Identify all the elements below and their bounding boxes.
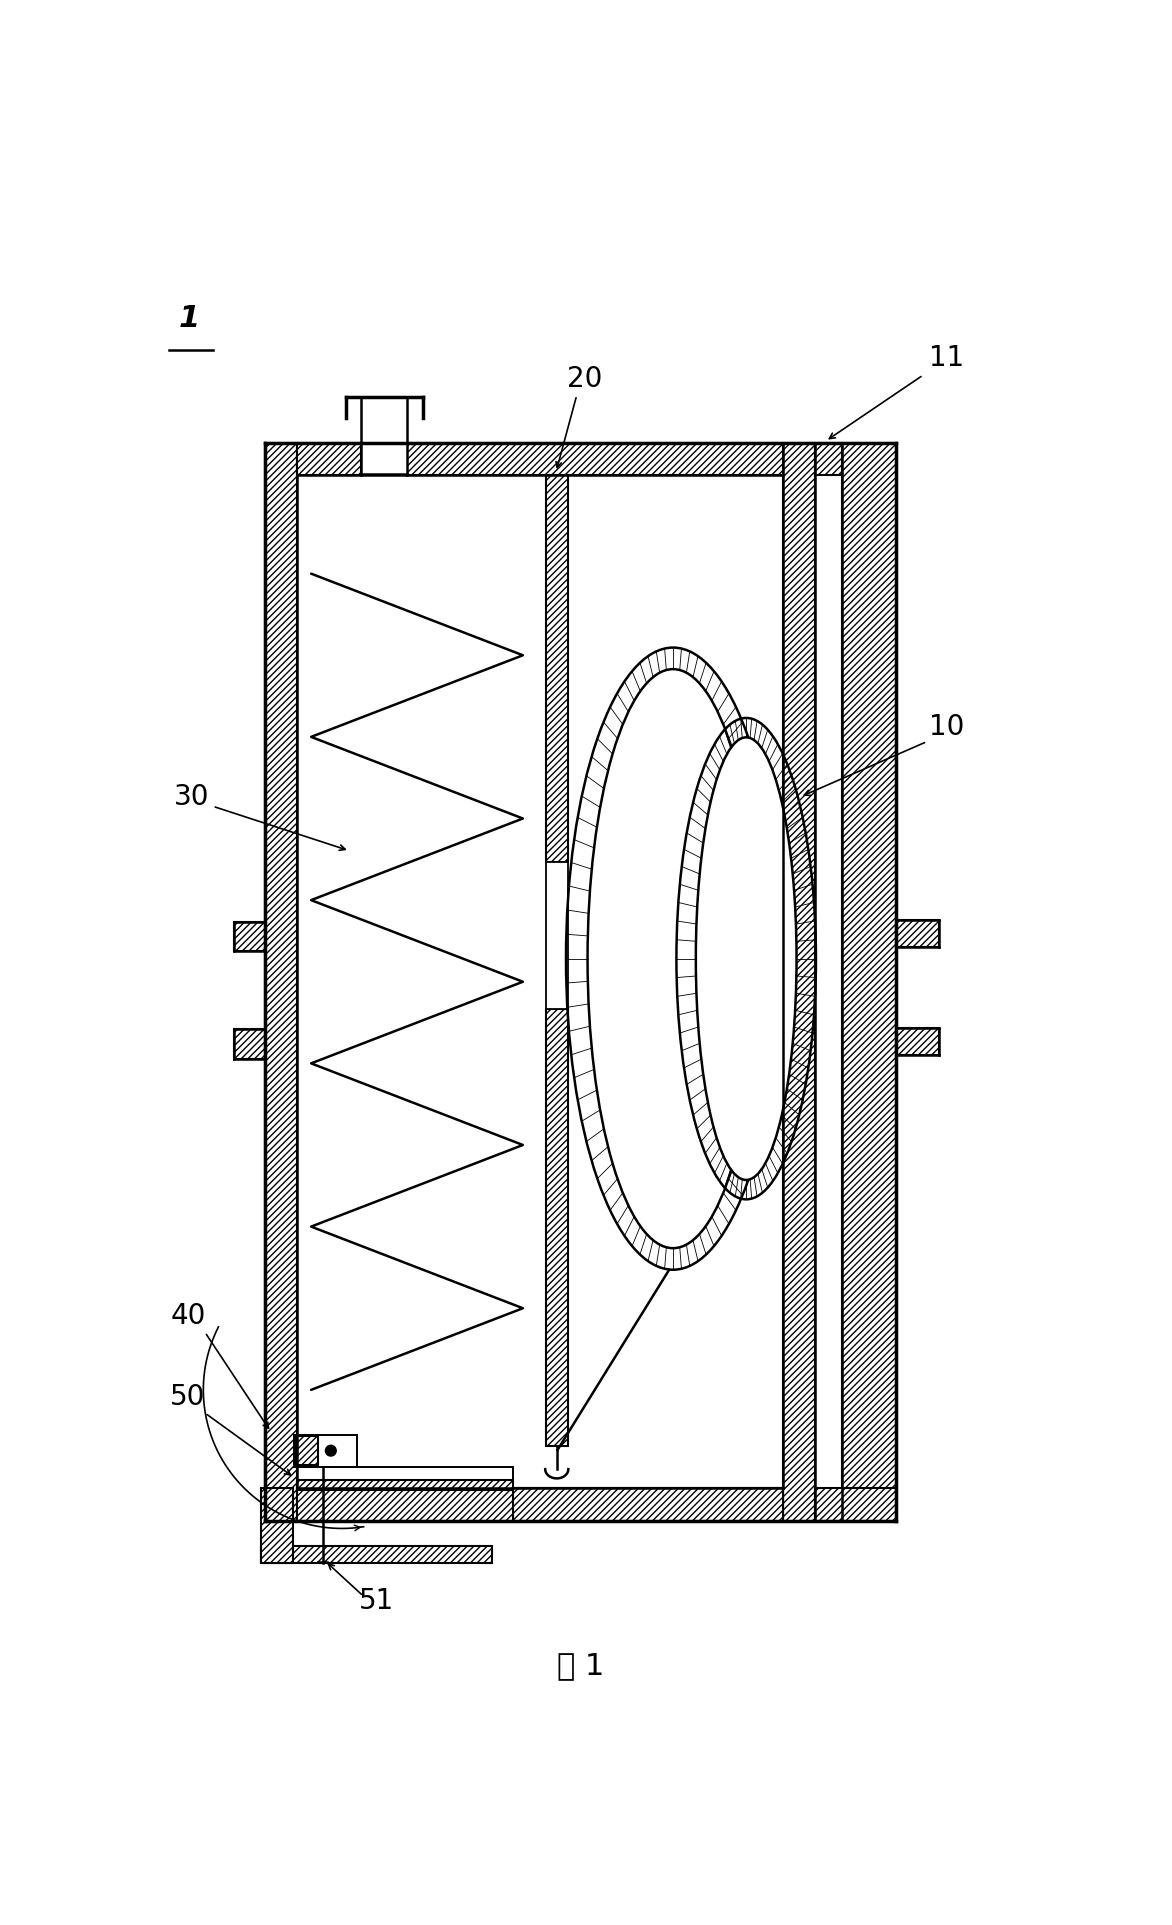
Text: 50: 50 [170,1384,205,1411]
Text: 51: 51 [359,1588,394,1615]
Bar [816,475,843,1488]
Bar [261,1521,492,1563]
Bar [546,475,567,862]
Text: 10: 10 [928,714,965,741]
Text: 40: 40 [170,1303,205,1330]
Bar [234,1030,265,1059]
Bar [897,920,939,947]
Bar [513,1488,783,1521]
Ellipse shape [587,670,758,1247]
Bar [261,1546,492,1563]
Bar [294,1434,357,1467]
Bar [897,1028,939,1055]
Ellipse shape [696,737,797,1180]
Text: 11: 11 [928,345,965,372]
Bar [843,443,897,1521]
Bar [783,443,816,1521]
Text: 图 1: 图 1 [557,1652,605,1681]
Bar [298,1480,513,1490]
Text: 20: 20 [567,366,602,393]
Bar [234,1030,265,1059]
Bar [816,1488,897,1521]
Bar [408,443,783,475]
Bar [546,862,567,1009]
Bar [298,443,361,475]
Bar [234,922,265,951]
Bar [295,1436,318,1465]
Bar [816,443,843,475]
Bar [546,1009,567,1446]
Bar [261,1488,293,1563]
Bar [897,1028,939,1055]
Text: 1: 1 [179,304,200,333]
Text: 30: 30 [173,783,210,810]
Bar [298,1488,783,1521]
Bar [897,920,939,947]
Bar [361,397,408,475]
Bar [298,475,783,1488]
Bar [298,1467,513,1490]
Bar [265,443,298,1521]
Bar [234,922,265,951]
Circle shape [326,1446,336,1455]
